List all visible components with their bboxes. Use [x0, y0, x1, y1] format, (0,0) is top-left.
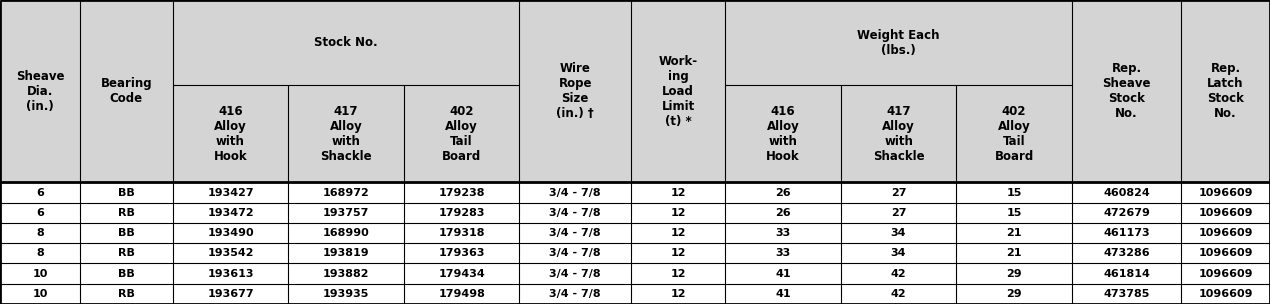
Text: 12: 12 [671, 289, 686, 299]
Text: 179283: 179283 [438, 208, 485, 218]
Text: BB: BB [118, 269, 135, 278]
Text: 33: 33 [775, 228, 791, 238]
Text: 1096609: 1096609 [1199, 208, 1252, 218]
Text: Weight Each
(lbs.): Weight Each (lbs.) [857, 29, 940, 57]
Text: 193427: 193427 [207, 188, 254, 198]
Text: 29: 29 [1006, 289, 1022, 299]
Text: 21: 21 [1006, 228, 1022, 238]
Text: 42: 42 [890, 269, 907, 278]
Text: Rep.
Sheave
Stock
No.: Rep. Sheave Stock No. [1102, 62, 1151, 120]
Text: Rep.
Latch
Stock
No.: Rep. Latch Stock No. [1206, 62, 1245, 120]
Text: 3/4 - 7/8: 3/4 - 7/8 [550, 289, 601, 299]
Text: Bearing
Code: Bearing Code [100, 77, 152, 105]
Text: 12: 12 [671, 269, 686, 278]
Text: BB: BB [118, 188, 135, 198]
Text: RB: RB [118, 208, 135, 218]
Text: 12: 12 [671, 208, 686, 218]
Text: 8: 8 [36, 228, 44, 238]
Text: 193490: 193490 [207, 228, 254, 238]
Text: 34: 34 [890, 248, 907, 258]
Text: 473286: 473286 [1104, 248, 1149, 258]
Text: 3/4 - 7/8: 3/4 - 7/8 [550, 248, 601, 258]
Text: Stock No.: Stock No. [314, 36, 378, 49]
Text: 417
Alloy
with
Shackle: 417 Alloy with Shackle [320, 105, 372, 163]
Text: 3/4 - 7/8: 3/4 - 7/8 [550, 208, 601, 218]
Text: 6: 6 [36, 188, 44, 198]
Text: 193613: 193613 [207, 269, 254, 278]
Text: 21: 21 [1006, 248, 1022, 258]
Text: 1096609: 1096609 [1199, 269, 1252, 278]
Text: 168972: 168972 [323, 188, 370, 198]
Text: 26: 26 [775, 188, 791, 198]
Bar [0, 182, 1270, 304]
Text: 34: 34 [890, 228, 907, 238]
Text: 168990: 168990 [323, 228, 370, 238]
Text: 3/4 - 7/8: 3/4 - 7/8 [550, 188, 601, 198]
Text: 10: 10 [32, 269, 48, 278]
Text: 416
Alloy
with
Hook: 416 Alloy with Hook [766, 105, 800, 163]
Text: 416
Alloy
with
Hook: 416 Alloy with Hook [213, 105, 248, 163]
Text: 179363: 179363 [438, 248, 485, 258]
Text: Sheave
Dia.
(in.): Sheave Dia. (in.) [15, 70, 65, 113]
Text: 15: 15 [1006, 208, 1022, 218]
Text: 193677: 193677 [207, 289, 254, 299]
Text: BB: BB [118, 228, 135, 238]
Text: 193882: 193882 [323, 269, 370, 278]
Text: 42: 42 [890, 289, 907, 299]
Text: 12: 12 [671, 228, 686, 238]
Text: 41: 41 [775, 289, 791, 299]
Text: 193542: 193542 [207, 248, 254, 258]
Text: 3/4 - 7/8: 3/4 - 7/8 [550, 269, 601, 278]
Text: 33: 33 [775, 248, 791, 258]
Text: 10: 10 [32, 289, 48, 299]
Text: 12: 12 [671, 188, 686, 198]
Text: 179238: 179238 [438, 188, 485, 198]
Text: 179318: 179318 [438, 228, 485, 238]
Text: 41: 41 [775, 269, 791, 278]
Text: Wire
Rope
Size
(in.) †: Wire Rope Size (in.) † [556, 62, 594, 120]
Text: 193472: 193472 [207, 208, 254, 218]
Text: 473785: 473785 [1104, 289, 1149, 299]
Text: 26: 26 [775, 208, 791, 218]
Text: 193757: 193757 [323, 208, 370, 218]
Text: 1096609: 1096609 [1199, 228, 1252, 238]
Bar [0, 0, 1270, 182]
Text: Work-
ing
Load
Limit
(t) *: Work- ing Load Limit (t) * [659, 55, 697, 128]
Text: 27: 27 [890, 188, 907, 198]
Text: 3/4 - 7/8: 3/4 - 7/8 [550, 228, 601, 238]
Text: RB: RB [118, 248, 135, 258]
Text: 179498: 179498 [438, 289, 485, 299]
Text: 15: 15 [1006, 188, 1022, 198]
Text: 1096609: 1096609 [1199, 248, 1252, 258]
Text: 27: 27 [890, 208, 907, 218]
Text: 193819: 193819 [323, 248, 370, 258]
Text: 1096609: 1096609 [1199, 289, 1252, 299]
Text: 417
Alloy
with
Shackle: 417 Alloy with Shackle [872, 105, 925, 163]
Text: 402
Alloy
Tail
Board: 402 Alloy Tail Board [442, 105, 481, 163]
Text: 460824: 460824 [1104, 188, 1149, 198]
Text: 472679: 472679 [1104, 208, 1149, 218]
Text: 29: 29 [1006, 269, 1022, 278]
Text: 402
Alloy
Tail
Board: 402 Alloy Tail Board [994, 105, 1034, 163]
Text: 8: 8 [36, 248, 44, 258]
Text: 1096609: 1096609 [1199, 188, 1252, 198]
Text: 193935: 193935 [323, 289, 370, 299]
Text: 179434: 179434 [438, 269, 485, 278]
Text: 12: 12 [671, 248, 686, 258]
Text: 461814: 461814 [1104, 269, 1149, 278]
Text: 461173: 461173 [1104, 228, 1149, 238]
Text: 6: 6 [36, 208, 44, 218]
Text: RB: RB [118, 289, 135, 299]
